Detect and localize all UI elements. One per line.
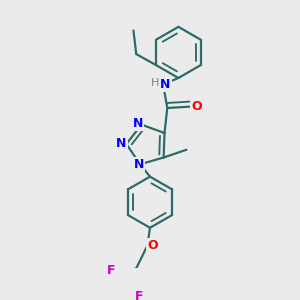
Text: N: N xyxy=(160,78,170,91)
Text: N: N xyxy=(133,117,143,130)
Text: N: N xyxy=(116,137,127,151)
Text: O: O xyxy=(148,239,158,252)
Text: N: N xyxy=(134,158,144,171)
Text: H: H xyxy=(151,78,160,88)
Text: O: O xyxy=(191,100,202,112)
Text: F: F xyxy=(107,264,115,278)
Text: F: F xyxy=(135,290,143,300)
